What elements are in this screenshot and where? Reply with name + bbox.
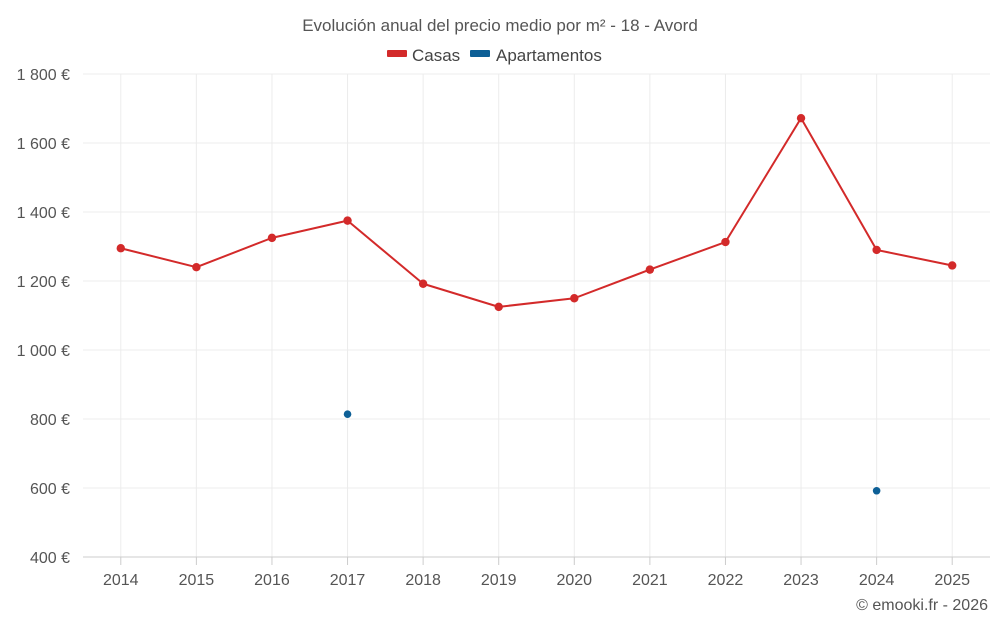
series-line-casas — [120, 117, 953, 308]
data-point-casas-2016[interactable] — [267, 233, 277, 243]
x-tick-label: 2023 — [783, 572, 819, 589]
x-tick-label: 2015 — [179, 572, 215, 589]
data-point-apartamentos-2017[interactable] — [343, 410, 352, 418]
y-tick-label: 1 000 € — [17, 343, 70, 360]
data-point-casas-2015[interactable] — [192, 263, 201, 272]
legend-label-apartamentos: Apartamentos — [496, 46, 602, 65]
data-point-casas-2018[interactable] — [418, 279, 428, 288]
y-tick-label: 800 € — [30, 412, 70, 429]
legend-label-casas: Casas — [412, 46, 460, 65]
grid — [83, 73, 990, 557]
y-tick-label: 1 800 € — [17, 67, 70, 84]
x-tick-label: 2024 — [859, 572, 895, 589]
x-tick-label: 2022 — [708, 572, 744, 589]
x-tick-label: 2018 — [405, 572, 441, 589]
y-tick-label: 400 € — [30, 550, 70, 567]
x-tick-label: 2025 — [934, 572, 970, 589]
legend-swatch-apartamentos — [470, 50, 490, 57]
legend: Casas Apartamentos — [387, 46, 602, 65]
x-tick-label: 2019 — [481, 572, 517, 589]
y-tick-label: 600 € — [30, 481, 70, 498]
legend-item-apartamentos[interactable]: Apartamentos — [470, 46, 602, 65]
series-apartamentos — [343, 410, 881, 495]
y-tick-label: 1 400 € — [17, 205, 70, 222]
data-point-casas-2023[interactable] — [796, 113, 806, 123]
x-tick-label: 2016 — [254, 572, 290, 589]
credit-label: © emooki.fr - 2026 — [856, 597, 988, 614]
data-point-casas-2014[interactable] — [116, 244, 125, 253]
data-point-casas-2024[interactable] — [872, 245, 881, 255]
legend-swatch-casas — [387, 50, 407, 57]
chart-title: Evolución anual del precio medio por m² … — [302, 16, 698, 35]
legend-item-casas[interactable]: Casas — [387, 46, 460, 65]
x-tick-label: 2017 — [330, 572, 366, 589]
series — [116, 113, 957, 495]
y-tick-label: 1 200 € — [17, 274, 70, 291]
x-tick-label: 2020 — [556, 572, 592, 589]
x-tick-label: 2014 — [103, 572, 139, 589]
data-point-casas-2021[interactable] — [645, 265, 655, 274]
data-point-casas-2019[interactable] — [494, 302, 503, 312]
y-tick-label: 1 600 € — [17, 136, 70, 153]
data-point-casas-2017[interactable] — [343, 216, 352, 225]
data-point-casas-2025[interactable] — [948, 261, 957, 270]
x-tick-label: 2021 — [632, 572, 668, 589]
data-point-casas-2022[interactable] — [721, 237, 730, 247]
data-point-casas-2020[interactable] — [570, 294, 579, 303]
axes: 400 € 600 € 800 € 1 000 € 1 200 € 1 400 € 1 60… — [17, 67, 990, 589]
series-casas — [116, 113, 957, 312]
data-point-apartamentos-2024[interactable] — [872, 486, 881, 495]
